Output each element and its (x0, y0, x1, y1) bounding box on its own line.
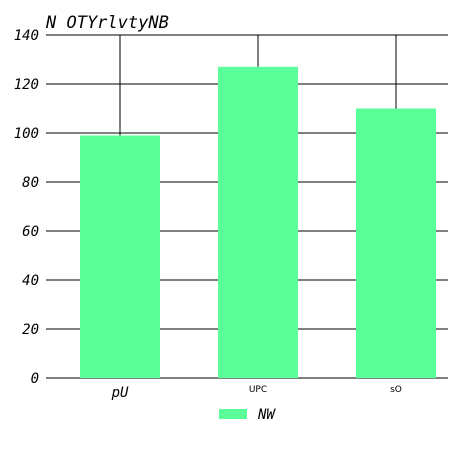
y-tick-label-80: 80 (22, 175, 39, 191)
bars (80, 66, 436, 378)
chart-title: N OTYrlvtyNB (45, 13, 169, 33)
legend: NW (219, 407, 276, 423)
bar-so (356, 108, 436, 378)
y-tick-label-40: 40 (22, 273, 39, 289)
bar-upc (218, 66, 298, 378)
x-axis-ticks: pU UPC sO (111, 385, 402, 401)
y-tick-label-60: 60 (22, 224, 39, 240)
bar-connectors (119, 35, 397, 136)
x-tick-label-upc: UPC (249, 385, 267, 395)
legend-label: NW (257, 407, 276, 423)
y-tick-label-140: 140 (14, 28, 39, 44)
y-tick-label-0: 0 (31, 371, 39, 387)
legend-swatch (219, 409, 247, 419)
y-tick-label-120: 120 (14, 77, 39, 93)
bar-pu (80, 135, 160, 378)
y-axis-ticks: 0 20 40 60 80 100 120 140 (14, 28, 39, 387)
y-tick-label-100: 100 (14, 126, 39, 142)
x-tick-label-so: sO (390, 385, 402, 395)
x-tick-label-pu: pU (111, 385, 129, 401)
y-tick-label-20: 20 (22, 322, 39, 338)
